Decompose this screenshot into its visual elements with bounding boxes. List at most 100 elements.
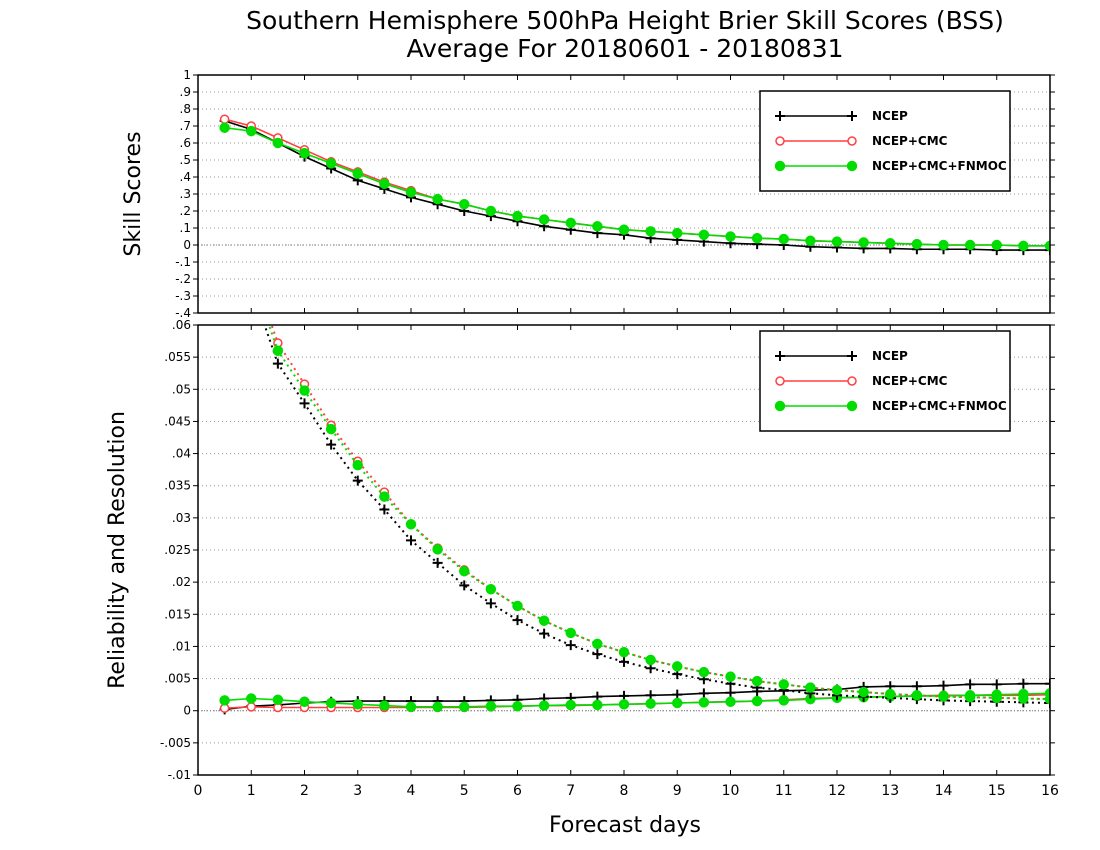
series-line-ncep-cmc-fnmoc [267,325,1050,701]
data-point [964,239,976,251]
data-point [698,688,709,699]
series-line-ncep [263,325,1050,704]
y-tick-label: .6 [180,136,191,150]
y-tick-label: .1 [180,221,191,235]
x-tick-label: 9 [673,783,682,799]
data-point [246,281,256,291]
data-point [725,231,736,242]
data-point [672,697,683,709]
data-point [565,640,576,651]
y-tick-label: .4 [180,170,191,184]
data-point [885,688,896,700]
data-point [352,168,363,179]
legend-label: NCEP [872,349,908,363]
data-point [565,627,576,639]
data-point [352,475,363,486]
data-point [645,226,656,237]
y-tick-label: 0 [183,704,191,718]
x-tick-label: 15 [988,783,1006,799]
y-tick-label: -.005 [160,736,191,750]
data-point [618,224,630,235]
data-point [645,698,656,709]
data-point [352,459,363,471]
data-point [592,221,603,232]
data-point [299,147,310,159]
y-tick-label: .015 [164,607,191,621]
y-tick-label: .04 [172,447,191,461]
y-tick-label: .5 [180,153,191,167]
data-point [1044,693,1050,705]
chart-title-line1: Southern Hemisphere 500hPa Height Brier … [246,6,1004,35]
legend-marker [775,111,785,121]
x-tick-label: 6 [513,783,522,799]
y-axis-label: Skill Scores [121,131,146,256]
data-point [778,233,789,245]
data-point [379,700,390,711]
y-tick-label: .9 [180,85,191,99]
data-point [512,700,523,712]
y-tick-label: -.1 [175,255,191,269]
data-point [432,544,443,555]
data-point [858,686,869,698]
data-point [299,696,310,707]
data-point [272,358,283,369]
y-tick-label: .03 [172,511,191,525]
x-tick-label: 2 [300,783,309,799]
legend-marker [846,400,858,412]
data-point [272,345,284,356]
data-point [299,385,310,396]
legend-marker [775,376,785,386]
data-point [379,504,390,515]
data-point [938,680,949,691]
skill-score-panel: -.4 -.3 -.2 -.1 0 .1 .2 .3 .4 .5 .6 .7 .8 .9 1 Skill Sc… [121,68,1055,320]
data-point [805,682,816,693]
data-point [246,702,256,712]
data-point [459,580,470,591]
x-tick-label: 3 [353,783,362,799]
data-point [964,691,976,703]
y-tick-label: -.4 [175,306,191,320]
data-point [221,192,229,200]
data-point [432,557,443,568]
data-point [858,237,869,248]
data-point [512,600,523,612]
data-point [911,238,923,250]
data-point [246,125,257,137]
chart-title-line2: Average For 20180601 - 20180831 [406,34,843,63]
legend-marker [775,351,785,361]
x-tick-label: 11 [775,783,793,799]
data-point [645,654,656,666]
legend-marker [775,136,785,146]
data-point [432,701,443,713]
data-point [325,158,337,169]
legend-marker [847,136,857,146]
data-point [751,675,763,687]
data-point [698,697,710,708]
data-point [1018,240,1029,252]
data-point [326,439,337,450]
x-tick-label: 7 [566,783,575,799]
y-tick-label: .035 [164,479,191,493]
series-group [219,192,1050,715]
legend-label: NCEP [872,109,908,123]
data-point [592,649,603,660]
data-point [220,198,230,208]
legend-marker [846,160,858,172]
data-point [565,699,576,711]
legend-label: NCEP+CMC [872,374,948,388]
data-point [1044,240,1050,252]
data-point [911,681,922,692]
data-point [220,217,230,227]
x-tick-label: 13 [881,783,899,799]
data-point [538,615,550,626]
y-axis-label: Reliability and Resolution [105,411,130,689]
data-point [1045,245,1050,256]
data-point [538,700,550,711]
data-point [379,491,390,502]
x-tick-label: 14 [935,783,953,799]
data-point [485,583,497,595]
data-point [725,696,736,707]
data-point [805,235,816,246]
data-point [938,239,949,251]
data-point [698,229,710,241]
